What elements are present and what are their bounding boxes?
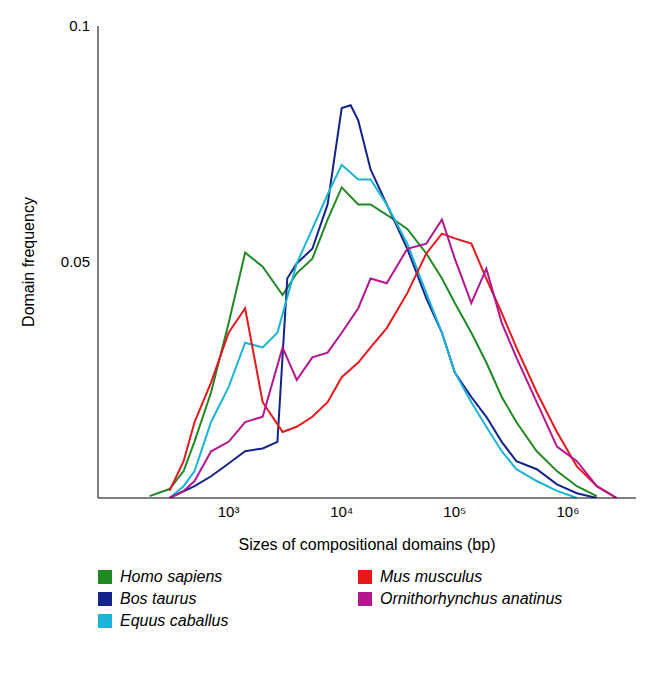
svg-text:0.05: 0.05 [61, 253, 90, 270]
svg-text:10⁵: 10⁵ [443, 503, 466, 520]
svg-text:10³: 10³ [218, 503, 240, 520]
svg-text:Domain frequency: Domain frequency [20, 197, 37, 327]
svg-text:Sizes of compositional domains: Sizes of compositional domains (bp) [238, 536, 495, 553]
svg-text:10⁴: 10⁴ [330, 503, 353, 520]
html-text:Equus caballus: Equus caballus [120, 612, 229, 629]
html-text:Mus musculus: Mus musculus [380, 568, 483, 585]
html-text:Homo sapiens: Homo sapiens [120, 568, 223, 585]
html-text:Ornithorhynchus anatinus: Ornithorhynchus anatinus [380, 590, 563, 607]
html-text:Bos taurus: Bos taurus [120, 590, 197, 607]
svg-text:0.1: 0.1 [69, 17, 90, 34]
svg-text:10⁶: 10⁶ [556, 503, 579, 520]
